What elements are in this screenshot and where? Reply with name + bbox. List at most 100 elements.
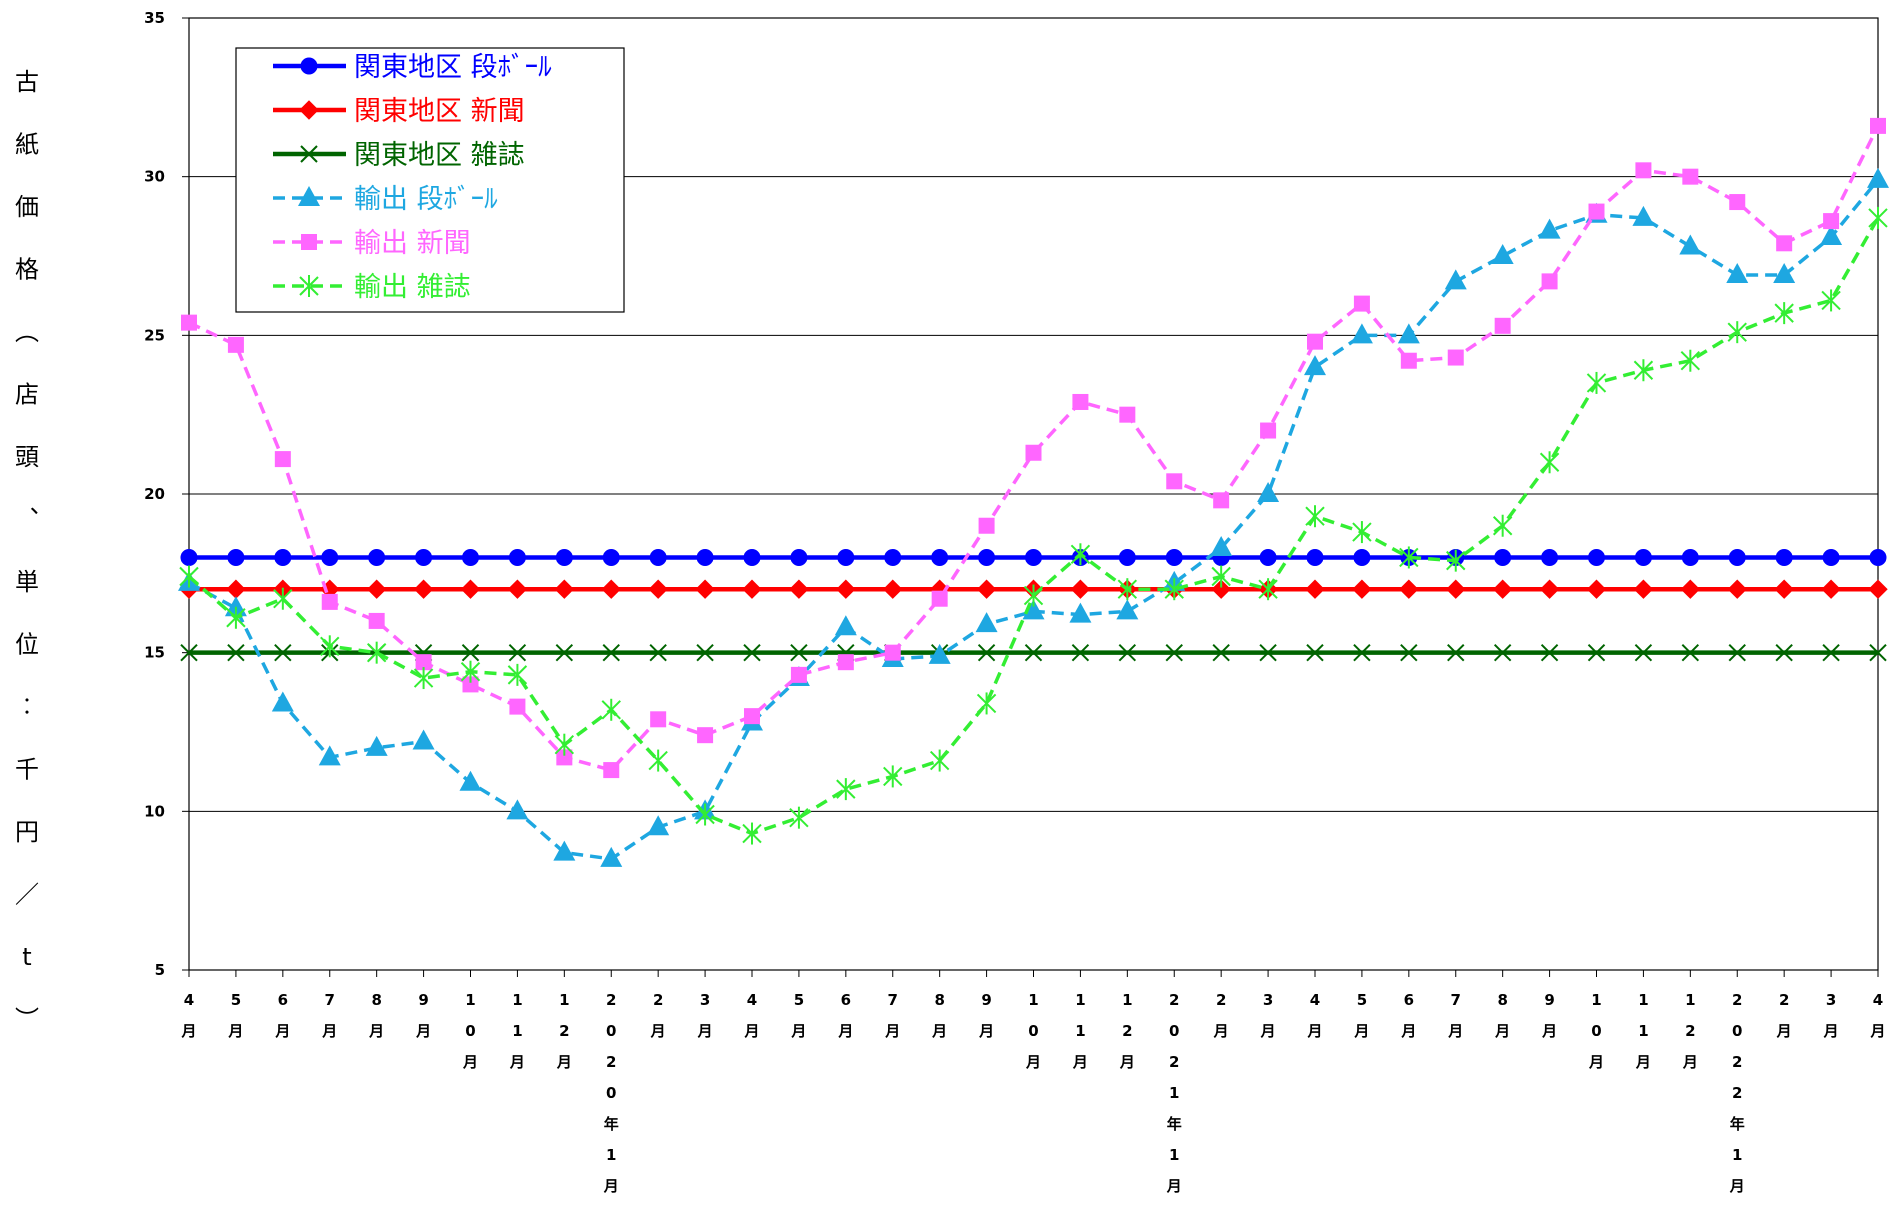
data-point (509, 698, 526, 715)
data-point (1541, 548, 1559, 566)
data-point (648, 749, 668, 772)
data-point (883, 765, 903, 788)
data-point (507, 579, 528, 599)
data-point (976, 579, 997, 599)
data-point (1213, 492, 1230, 509)
data-point (1586, 579, 1607, 599)
legend-marker (299, 275, 319, 297)
data-point (274, 548, 292, 566)
legend-item: 輸出 雑誌 (273, 272, 471, 303)
data-point (1492, 514, 1513, 537)
data-point (321, 548, 339, 566)
data-point (649, 643, 667, 662)
data-point (1119, 406, 1136, 423)
series-2 (180, 643, 1887, 662)
data-point (1588, 548, 1605, 566)
data-point (1211, 579, 1231, 599)
data-point (1822, 643, 1840, 662)
data-point (368, 548, 386, 566)
y-tick-label: 15 (144, 644, 165, 662)
data-point (790, 666, 807, 683)
data-point (1776, 235, 1793, 252)
legend-marker (300, 145, 318, 163)
legend-label: 輸出 新聞 (354, 228, 471, 259)
data-point (227, 336, 244, 353)
data-point (1586, 371, 1607, 394)
data-point (1353, 548, 1371, 566)
data-point (274, 451, 291, 468)
data-point (460, 579, 481, 599)
data-point (1491, 244, 1514, 264)
data-point (1541, 273, 1558, 290)
data-point (1023, 584, 1044, 607)
data-point (1632, 205, 1655, 226)
data-point (695, 579, 715, 599)
data-point (1070, 579, 1091, 599)
data-point (1538, 218, 1561, 239)
data-point (1727, 579, 1747, 599)
data-point (1729, 194, 1746, 211)
data-point (1118, 643, 1137, 662)
data-point (415, 548, 433, 566)
data-point (1679, 234, 1702, 255)
legend-marker (298, 186, 320, 206)
data-point (1587, 643, 1606, 662)
data-point (181, 314, 197, 331)
data-point (1868, 579, 1888, 599)
data-point (836, 778, 856, 801)
data-point (1353, 295, 1370, 312)
data-point (743, 548, 761, 566)
data-point (837, 654, 854, 671)
data-point (696, 548, 714, 566)
data-point (884, 644, 901, 661)
data-point (1447, 643, 1465, 662)
data-point (1022, 599, 1045, 620)
data-point (1350, 323, 1373, 344)
data-point (180, 643, 198, 662)
data-point (790, 548, 808, 566)
data-point (743, 643, 761, 662)
data-point (273, 587, 293, 610)
data-point (1397, 323, 1420, 344)
data-point (600, 846, 623, 867)
data-point (1634, 548, 1652, 566)
data-point (227, 548, 245, 566)
data-point (650, 711, 667, 728)
data-point (1726, 263, 1749, 284)
data-point (837, 548, 855, 566)
data-point (1305, 579, 1325, 599)
data-point (1633, 579, 1654, 599)
legend-marker (301, 234, 317, 250)
data-point (1728, 643, 1746, 662)
data-point (1399, 546, 1419, 569)
data-point (508, 643, 527, 662)
data-point (1069, 602, 1092, 623)
data-point (602, 548, 620, 566)
data-point (1820, 224, 1843, 245)
data-point (1025, 548, 1042, 566)
data-point (695, 803, 715, 826)
legend-label: 輸出 段ﾎﾞｰﾙ (354, 184, 498, 215)
data-point (1024, 643, 1043, 662)
data-point (1165, 643, 1183, 662)
data-point (553, 840, 576, 861)
data-point (649, 548, 667, 566)
data-point (1444, 269, 1467, 290)
data-point (554, 733, 575, 756)
data-point (508, 548, 526, 566)
